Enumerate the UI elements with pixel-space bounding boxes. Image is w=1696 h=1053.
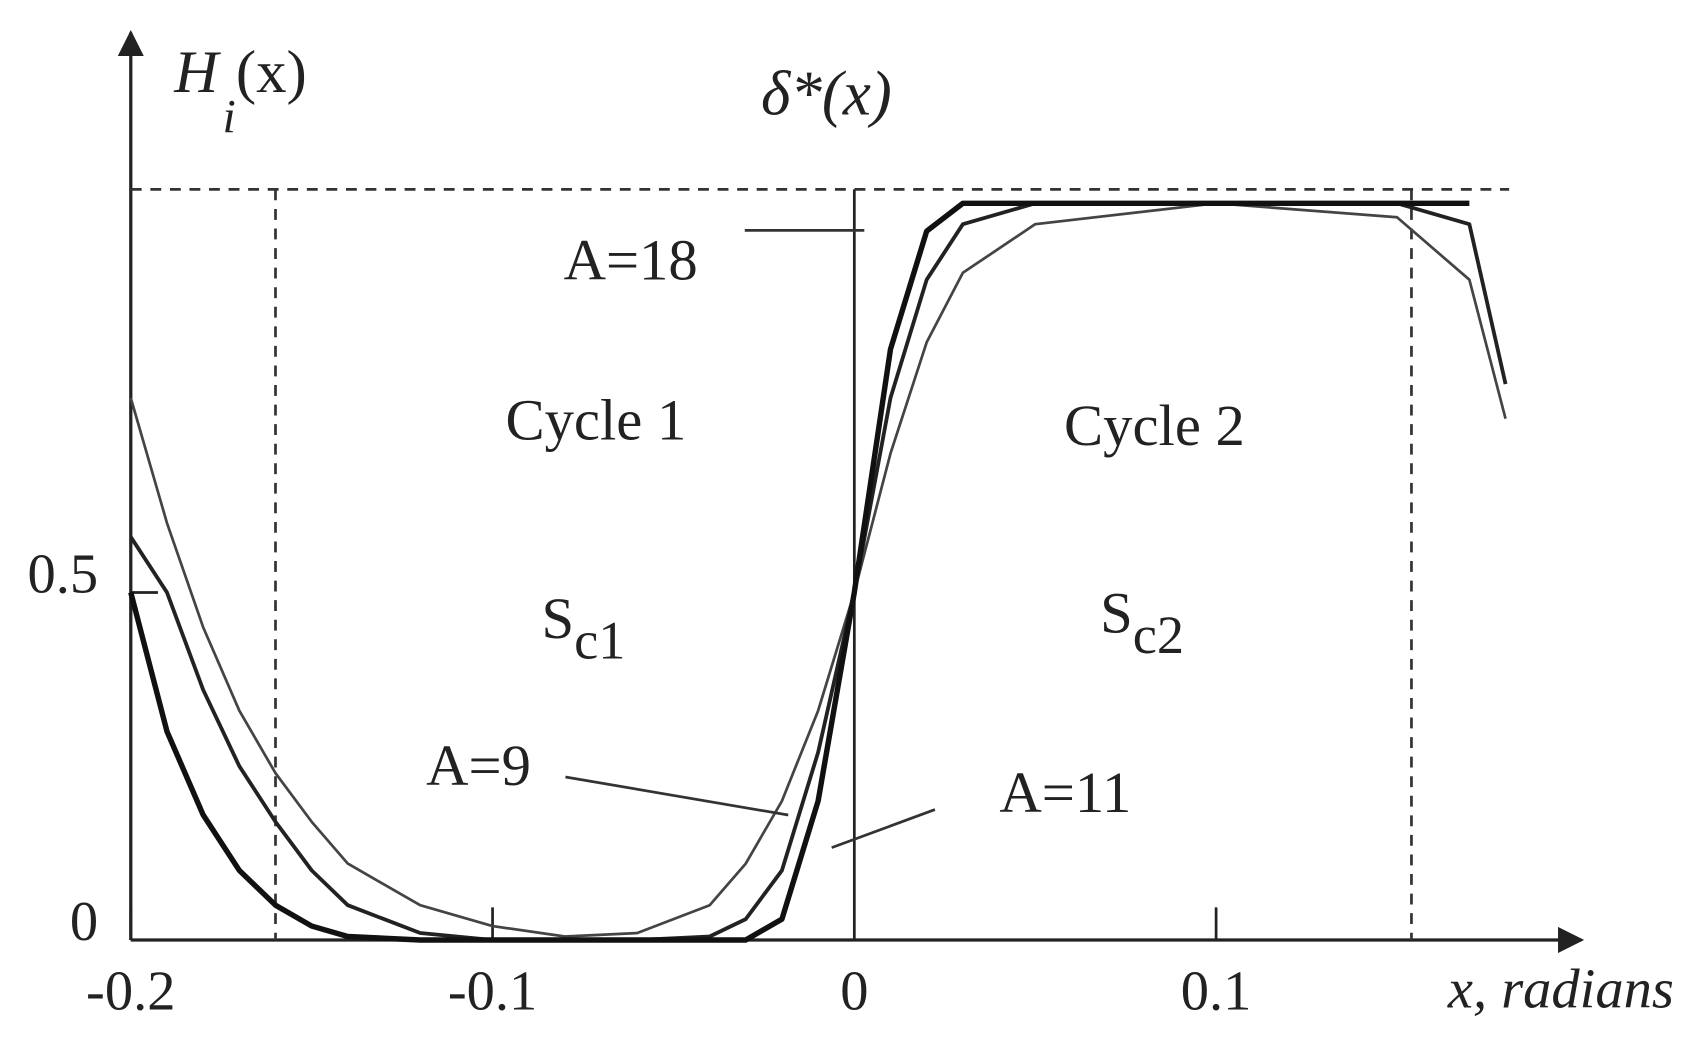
region-symbol-main: S <box>542 586 575 651</box>
region-label: Cycle 1 <box>505 387 686 452</box>
region-symbol-sub: c2 <box>1133 606 1184 666</box>
series-label: A=9 <box>426 733 531 798</box>
y-axis-label: Hi(x) <box>173 39 307 143</box>
region-label: Cycle 2 <box>1064 393 1245 458</box>
x-tick-label: -0.1 <box>448 960 537 1022</box>
label-leader <box>565 775 789 817</box>
region-symbol-main: S <box>1100 581 1133 646</box>
x-axis-label: x, radians <box>1447 958 1674 1020</box>
region-symbol: Sc1 <box>542 586 626 671</box>
x-tick-label: 0 <box>840 960 868 1022</box>
y-tick-label: 0.5 <box>28 543 99 605</box>
series-line <box>128 200 1470 943</box>
label-leader <box>831 808 936 849</box>
x-tick-label: 0.1 <box>1181 960 1252 1022</box>
series-label: A=11 <box>999 760 1131 825</box>
series-line <box>129 201 1507 938</box>
y-tick-label: 0 <box>70 891 98 953</box>
series-line <box>129 201 1508 942</box>
x-tick-label: -0.2 <box>86 960 175 1022</box>
region-symbol: Sc2 <box>1100 581 1184 666</box>
curve-label: δ*(x) <box>761 58 892 128</box>
series-label: A=18 <box>564 228 698 293</box>
region-symbol-sub: c1 <box>574 611 625 671</box>
